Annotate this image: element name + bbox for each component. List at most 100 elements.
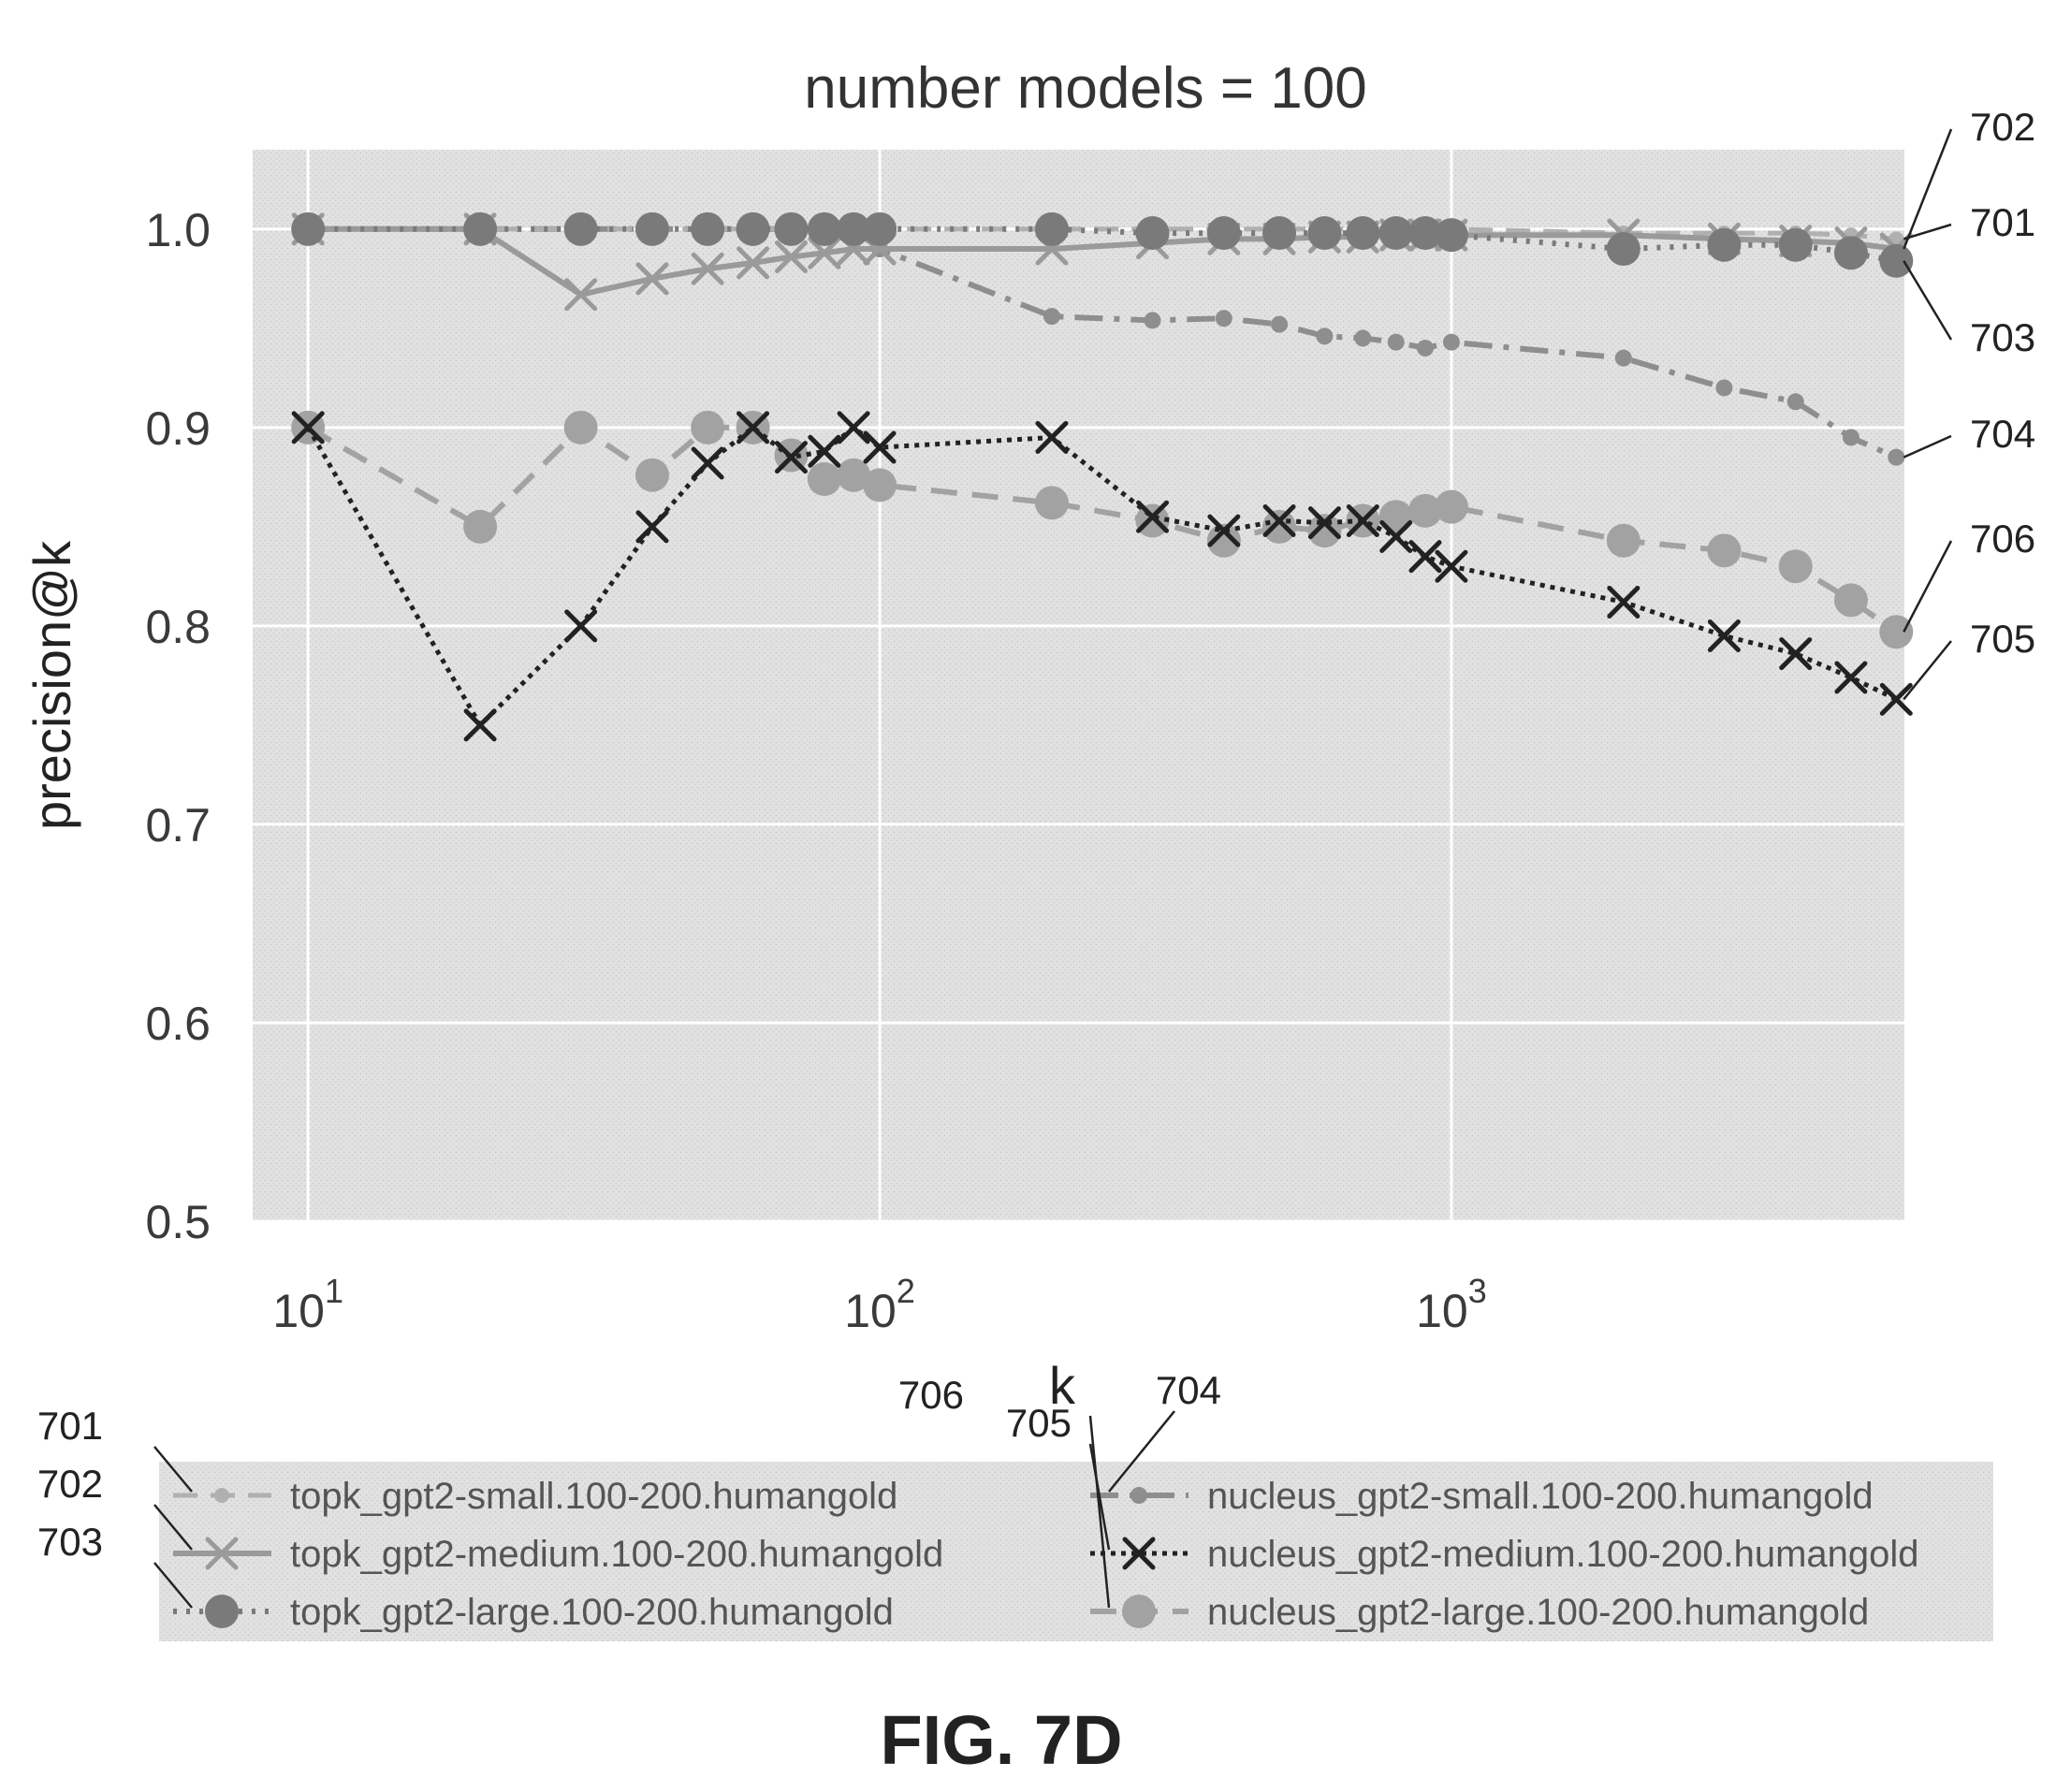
y-tick-label: 0.6: [145, 998, 211, 1050]
data-point-703: [1135, 216, 1170, 251]
legend-item-701: topk_gpt2-small.100-200.humangold: [173, 1476, 897, 1517]
callout-label: 705: [1970, 617, 2035, 661]
legend-ref-leader: [1088, 1443, 1111, 1551]
callout-label: 704: [1970, 412, 2035, 456]
x-tick-exponent: 2: [897, 1272, 915, 1310]
data-point-703: [1778, 227, 1813, 262]
data-point-706: [634, 458, 669, 492]
data-point-704: [1442, 333, 1460, 351]
legend-ref-label: 705: [1006, 1401, 1072, 1445]
y-tick-label: 0.9: [145, 402, 211, 455]
data-point-705: [1779, 637, 1813, 671]
data-point-706: [563, 410, 598, 444]
series-703: [291, 211, 1914, 278]
legend-ref-label: 704: [1156, 1368, 1221, 1412]
legend-label: nucleus_gpt2-large.100-200.humangold: [1207, 1592, 1869, 1633]
y-tick-labels: 0.5 0.6 0.7 0.8 0.9 1.0: [145, 204, 211, 1248]
legend-ref-leader: [153, 1562, 193, 1609]
callouts: 702 701 703 704 706 705: [1903, 105, 2035, 701]
callout-leader: [1903, 260, 1953, 341]
data-point-703: [1034, 211, 1069, 246]
data-point-705: [1834, 661, 1868, 694]
data-point-704: [1316, 328, 1334, 345]
callout-leader: [1903, 540, 1953, 633]
data-point-705: [291, 411, 325, 444]
data-point-706: [1778, 549, 1813, 584]
data-point-706: [1833, 583, 1868, 618]
data-point-706: [1407, 493, 1442, 528]
data-point-702: [736, 246, 770, 280]
x-tick-exponent: 1: [325, 1272, 343, 1310]
data-point-703: [1378, 216, 1413, 251]
legend-swatch-marker: [205, 1537, 239, 1570]
data-point-706: [691, 410, 725, 444]
legend-label: topk_gpt2-medium.100-200.humangold: [290, 1534, 943, 1575]
data-point-705: [863, 430, 897, 464]
legend-ref-label: 706: [898, 1373, 964, 1417]
data-point-704: [1614, 349, 1632, 367]
legend-ref-leader: [1108, 1410, 1175, 1493]
data-point-702: [691, 252, 724, 285]
x-tick-label: 102: [844, 1272, 915, 1337]
callout-leader: [1903, 434, 1952, 459]
legend-item-704: nucleus_gpt2-small.100-200.humangold: [1090, 1476, 1874, 1517]
legend-item-705: nucleus_gpt2-medium.100-200.humangold: [1090, 1534, 1919, 1575]
data-point-704: [1215, 310, 1232, 328]
callout-label: 703: [1970, 315, 2035, 359]
data-point-705: [635, 510, 669, 544]
data-point-703: [691, 211, 725, 246]
series-line-705: [306, 425, 1898, 728]
series-line-704: [308, 226, 1898, 460]
data-point-705: [1607, 585, 1640, 619]
data-point-706: [1135, 503, 1170, 538]
data-point-703: [774, 211, 809, 246]
legend-item-702: topk_gpt2-medium.100-200.humangold: [173, 1534, 943, 1575]
legend-frame: [159, 1462, 1993, 1641]
legend-swatch-marker: [1122, 1595, 1156, 1628]
legend-ref-label: 701: [37, 1404, 103, 1448]
data-point-704: [1715, 379, 1733, 397]
data-point-704: [1387, 333, 1405, 351]
series-line-702: [308, 226, 1897, 298]
data-point-706: [1307, 514, 1342, 548]
data-point-705: [463, 708, 497, 742]
data-point-705: [691, 446, 724, 480]
callout-label: 702: [1970, 105, 2035, 149]
x-tick-base: 10: [844, 1285, 897, 1337]
legend-ref-leader: [153, 1504, 193, 1551]
y-tick-label: 0.8: [145, 601, 211, 653]
series-705: [291, 411, 1913, 742]
x-tick-labels: 101 102 103: [272, 1272, 1486, 1337]
y-tick-label: 0.5: [145, 1196, 211, 1248]
series-line-703: [308, 226, 1897, 264]
data-point-704: [1888, 448, 1905, 466]
callout-leader: [1903, 640, 1952, 701]
chart-title: number models = 100: [804, 56, 1366, 121]
legend-item-706: nucleus_gpt2-large.100-200.humangold: [1090, 1592, 1869, 1633]
data-point-703: [807, 211, 841, 246]
callout-leader: [1903, 128, 1953, 250]
y-axis-title: precision@k: [22, 540, 81, 830]
callout-label: 706: [1970, 517, 2035, 561]
data-point-705: [564, 609, 598, 643]
legend-ref-label: 703: [37, 1520, 103, 1564]
data-point-703: [1346, 216, 1380, 251]
data-point-705: [1879, 682, 1913, 716]
data-point-706: [1707, 533, 1742, 568]
data-point-703: [1707, 227, 1742, 262]
series-layer: [291, 211, 1914, 742]
legend-swatch-marker: [214, 1488, 229, 1503]
data-point-706: [1879, 615, 1914, 649]
data-point-705: [1262, 504, 1296, 538]
data-point-706: [807, 461, 841, 496]
data-point-704: [1842, 429, 1859, 446]
data-point-703: [1262, 216, 1297, 251]
data-point-703: [291, 211, 326, 246]
data-point-705: [1379, 519, 1413, 553]
data-point-706: [1206, 523, 1241, 558]
x-tick-base: 10: [272, 1285, 325, 1337]
legend-ref-label: 702: [37, 1462, 103, 1506]
data-point-706: [1378, 500, 1413, 534]
data-point-706: [1262, 509, 1297, 544]
data-point-706: [863, 468, 897, 503]
